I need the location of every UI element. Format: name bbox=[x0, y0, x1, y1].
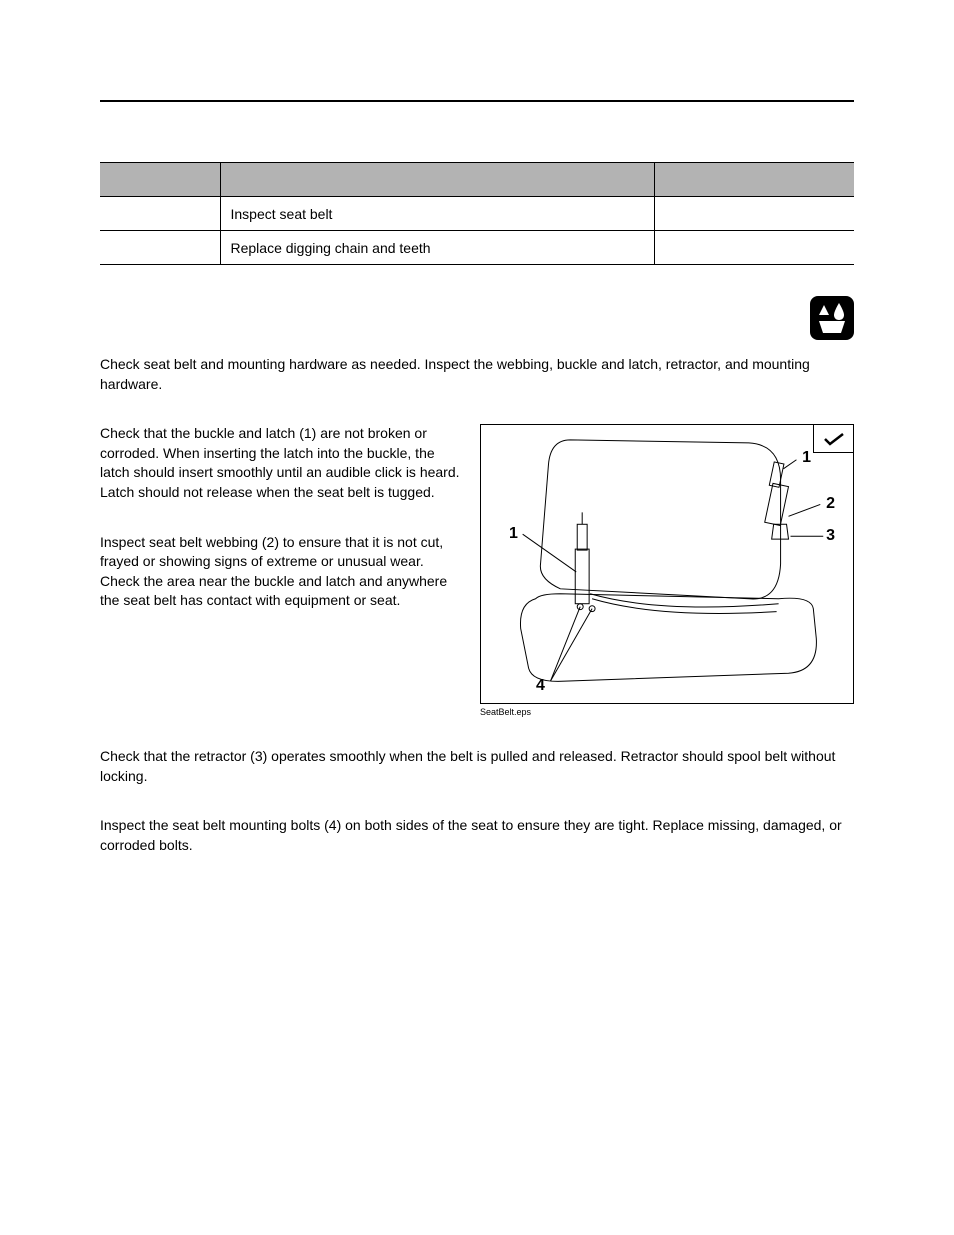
task-cell: Inspect seat belt bbox=[220, 197, 654, 231]
mounting-text: Inspect the seat belt mounting bolts (4)… bbox=[100, 816, 854, 855]
retractor-text: Check that the retractor (3) operates sm… bbox=[100, 747, 854, 786]
table-header bbox=[220, 163, 654, 197]
diagram-label-3: 3 bbox=[826, 527, 835, 545]
lubrication-icon bbox=[810, 296, 854, 340]
task-table: Inspect seat belt Replace digging chain … bbox=[100, 162, 854, 265]
header-rule bbox=[100, 100, 854, 102]
seat-belt-diagram: 1 1 2 3 4 bbox=[480, 424, 854, 704]
table-row: Replace digging chain and teeth bbox=[100, 231, 854, 265]
buckle-latch-text: Check that the buckle and latch (1) are … bbox=[100, 424, 460, 502]
diagram-label-4: 4 bbox=[536, 677, 545, 695]
diagram-label-1-right: 1 bbox=[802, 449, 811, 467]
table-header bbox=[100, 163, 220, 197]
webbing-text: Inspect seat belt webbing (2) to ensure … bbox=[100, 533, 460, 611]
diagram-label-1-left: 1 bbox=[509, 525, 518, 543]
table-header bbox=[654, 163, 854, 197]
checkmark-icon bbox=[813, 425, 853, 453]
intro-text: Check seat belt and mounting hardware as… bbox=[100, 355, 854, 394]
table-row: Inspect seat belt bbox=[100, 197, 854, 231]
task-cell: Replace digging chain and teeth bbox=[220, 231, 654, 265]
diagram-label-2: 2 bbox=[826, 495, 835, 513]
diagram-caption: SeatBelt.eps bbox=[480, 707, 854, 717]
